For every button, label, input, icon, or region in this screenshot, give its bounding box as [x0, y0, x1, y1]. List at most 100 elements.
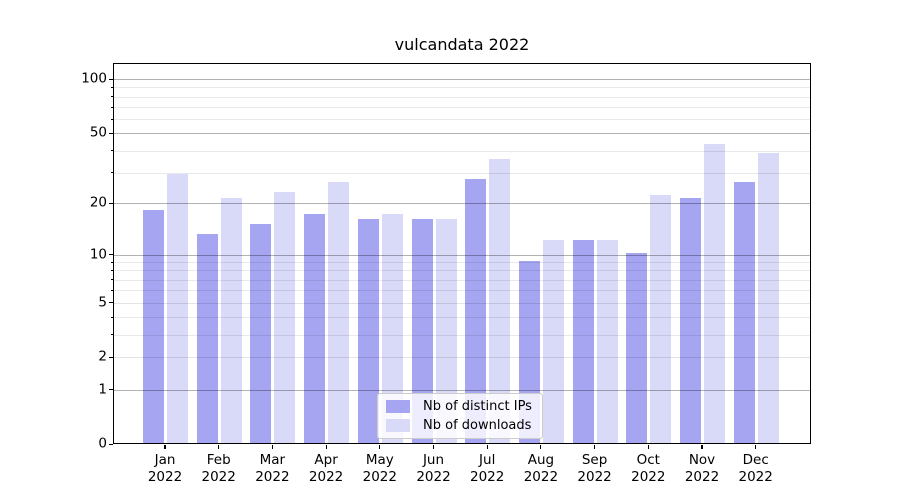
bar-nb-of-downloads-may: [381, 214, 403, 443]
x-tick-mark-apr: [325, 444, 327, 449]
x-tick-label-jul: Jul 2022: [455, 452, 519, 486]
x-tick-label-oct: Oct 2022: [616, 452, 680, 486]
x-tick-year-jun: 2022: [416, 469, 451, 485]
bar-nb-of-distinct-ips-may: [357, 218, 379, 443]
bar-nb-of-downloads-jan: [167, 173, 188, 443]
bar-nb-of-distinct-ips-oct: [626, 253, 648, 443]
y-minor-tick-mark-70: [110, 106, 113, 108]
bar-nb-of-downloads-dec: [757, 153, 779, 443]
x-tick-mark-feb: [218, 444, 220, 449]
x-tick-year-sep: 2022: [577, 469, 612, 485]
y-tick-mark-100: [109, 78, 113, 80]
y-tick-label-10: 10: [89, 246, 107, 263]
x-tick-year-oct: 2022: [631, 469, 666, 485]
plot-inner: [114, 64, 810, 443]
y-tick-mark-2: [109, 356, 113, 358]
x-tick-mark-jan: [164, 444, 166, 449]
x-tick-year-apr: 2022: [308, 469, 344, 485]
x-tick-month-nov: Nov: [688, 452, 716, 468]
bar-nb-of-downloads-nov: [704, 143, 725, 443]
y-tick-label-50: 50: [89, 124, 107, 141]
x-tick-month-feb: Feb: [206, 452, 231, 468]
x-tick-mark-sep: [594, 444, 596, 449]
y-minor-tick-mark-30: [110, 172, 113, 173]
x-tick-label-nov: Nov 2022: [670, 452, 734, 486]
x-tick-month-apr: Apr: [314, 452, 338, 468]
x-tick-year-nov: 2022: [684, 469, 720, 485]
bar-nb-of-downloads-oct: [650, 194, 672, 443]
x-tick-month-jan: Jan: [154, 452, 176, 468]
x-tick-label-feb: Feb 2022: [187, 452, 251, 486]
y-minor-tick-mark-40: [110, 150, 113, 151]
x-tick-label-jun: Jun 2022: [402, 452, 466, 486]
y-tick-mark-20: [109, 202, 113, 204]
legend-swatch-distinct-ips: [386, 400, 410, 413]
y-minor-tick-mark-7: [110, 279, 113, 281]
legend-swatch-downloads: [386, 419, 410, 432]
y-gridline-major-100: [114, 79, 810, 81]
y-tick-mark-10: [109, 254, 113, 256]
y-tick-label-20: 20: [89, 194, 107, 211]
chart-title: vulcandata 2022: [394, 35, 530, 54]
y-tick-mark-50: [109, 132, 113, 134]
x-tick-mark-jul: [486, 444, 488, 449]
x-tick-mark-nov: [701, 444, 703, 449]
plot-area: [113, 63, 811, 444]
bar-nb-of-distinct-ips-dec: [733, 182, 755, 443]
x-tick-month-sep: Sep: [581, 452, 608, 468]
bar-nb-of-downloads-feb: [220, 198, 242, 443]
bar-nb-of-downloads-mar: [274, 191, 296, 443]
x-tick-mark-aug: [540, 444, 542, 449]
y-minor-tick-mark-8: [110, 270, 113, 271]
bar-nb-of-distinct-ips-feb: [196, 234, 218, 443]
y-minor-tick-mark-60: [110, 118, 113, 120]
x-tick-year-jan: 2022: [147, 469, 183, 485]
x-tick-month-jul: Jul: [479, 452, 496, 468]
x-tick-label-aug: Aug 2022: [509, 452, 573, 486]
y-tick-mark-5: [109, 301, 113, 304]
bar-nb-of-distinct-ips-jun: [411, 218, 433, 443]
x-tick-label-may: May 2022: [348, 452, 412, 486]
y-tick-mark-1: [109, 388, 113, 391]
x-tick-label-dec: Dec 2022: [724, 452, 788, 486]
x-tick-label-mar: Mar 2022: [240, 452, 304, 486]
y-gridline-minor-80: [114, 96, 810, 98]
x-tick-year-dec: 2022: [738, 469, 773, 485]
x-tick-month-oct: Oct: [636, 452, 660, 468]
bar-nb-of-downloads-jun: [435, 218, 457, 443]
x-tick-year-feb: 2022: [201, 469, 236, 485]
legend-label-downloads: Nb of downloads: [423, 418, 532, 433]
x-tick-mark-oct: [647, 444, 649, 449]
x-tick-year-aug: 2022: [523, 469, 559, 485]
x-tick-label-jan: Jan 2022: [133, 452, 197, 486]
y-tick-label-100: 100: [81, 70, 107, 87]
x-tick-year-may: 2022: [362, 469, 397, 485]
x-tick-mark-may: [379, 444, 381, 449]
y-tick-label-1: 1: [98, 381, 107, 397]
legend-item-downloads: Nb of downloads: [386, 418, 534, 433]
y-tick-label-2: 2: [98, 348, 107, 365]
y-minor-tick-mark-90: [110, 86, 113, 88]
x-tick-mark-mar: [271, 444, 273, 449]
x-tick-mark-jun: [432, 444, 435, 449]
x-tick-year-jul: 2022: [470, 469, 505, 485]
y-gridline-minor-70: [114, 107, 810, 108]
x-tick-month-jun: Jun: [422, 452, 445, 468]
y-tick-label-5: 5: [98, 294, 107, 310]
y-tick-label-0: 0: [98, 435, 107, 452]
x-tick-month-aug: Aug: [527, 452, 555, 468]
x-tick-month-may: May: [365, 452, 394, 468]
x-tick-month-dec: Dec: [742, 452, 769, 468]
x-tick-label-apr: Apr 2022: [294, 452, 358, 486]
bar-nb-of-downloads-aug: [542, 240, 564, 443]
bar-nb-of-downloads-sep: [596, 240, 618, 443]
y-tick-mark-0: [109, 443, 113, 445]
bar-nb-of-distinct-ips-jan: [143, 210, 164, 443]
y-gridline-minor-60: [114, 119, 810, 120]
x-tick-month-mar: Mar: [259, 452, 286, 468]
x-tick-year-mar: 2022: [255, 469, 290, 485]
legend-item-distinct-ips: Nb of distinct IPs: [386, 399, 534, 414]
y-gridline-minor-90: [114, 87, 810, 89]
bar-nb-of-distinct-ips-sep: [572, 240, 594, 443]
